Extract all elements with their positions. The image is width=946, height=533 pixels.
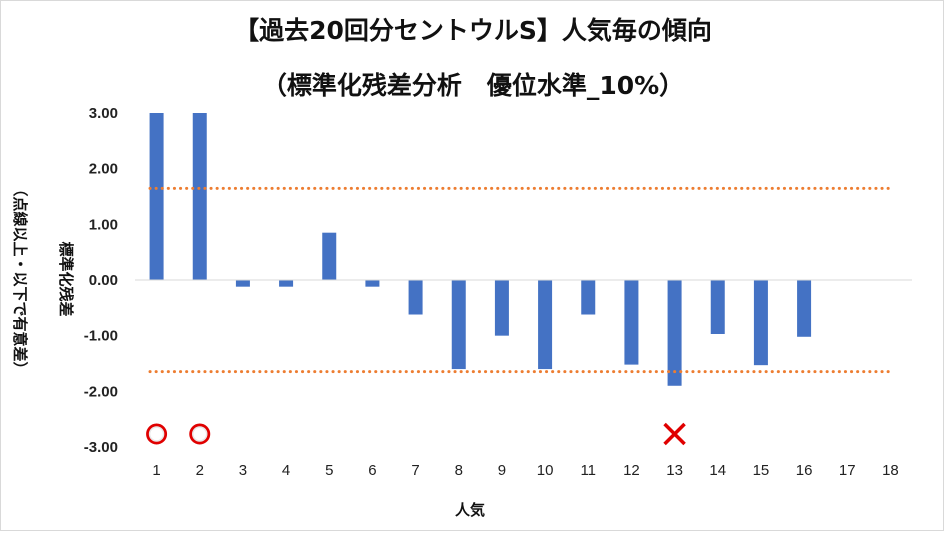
y-axis-ticks: 3.00 2.00 1.00 0.00 -1.00 -2.00 -3.00 bbox=[84, 105, 118, 456]
x-tick-label: 18 bbox=[882, 462, 899, 479]
x-tick-label: 11 bbox=[580, 462, 596, 479]
y-tick-label: -2.00 bbox=[84, 383, 118, 400]
circle-marker-inner-1 bbox=[148, 426, 165, 442]
bar-11 bbox=[581, 280, 596, 315]
y-tick-label: 2.00 bbox=[89, 161, 118, 178]
bar-9 bbox=[494, 280, 509, 336]
x-tick-label: 3 bbox=[239, 462, 247, 479]
x-tick-label: 13 bbox=[666, 462, 683, 479]
y-axis-label-note: （点線以上・以下で有意差） bbox=[11, 181, 29, 376]
bar-16 bbox=[797, 280, 812, 337]
chart-title: 【過去20回分セントウルS】人気毎の傾向 bbox=[234, 16, 712, 45]
y-tick-label: -1.00 bbox=[84, 328, 118, 345]
y-tick-label: 3.00 bbox=[89, 105, 118, 122]
bar-13 bbox=[667, 280, 682, 386]
bar-1 bbox=[149, 113, 164, 280]
x-tick-label: 9 bbox=[498, 462, 506, 479]
chart-subtitle: （標準化残差分析 優位水準_10%） bbox=[261, 71, 685, 100]
bar-3 bbox=[235, 280, 250, 287]
x-tick-label: 5 bbox=[325, 462, 333, 479]
bar-7 bbox=[408, 280, 423, 315]
bar-6 bbox=[365, 280, 380, 287]
x-tick-label: 7 bbox=[411, 462, 419, 479]
bar-14 bbox=[710, 280, 725, 334]
x-tick-label: 17 bbox=[839, 462, 856, 479]
bars bbox=[149, 113, 812, 386]
x-axis-label: 人気 bbox=[455, 501, 485, 519]
bar-5 bbox=[322, 232, 337, 280]
y-tick-label: 0.00 bbox=[89, 272, 118, 289]
bar-8 bbox=[451, 280, 466, 370]
markers bbox=[145, 422, 686, 446]
x-tick-label: 4 bbox=[282, 462, 290, 479]
bar-15 bbox=[753, 280, 768, 366]
x-tick-label: 10 bbox=[537, 462, 554, 479]
y-tick-label: -3.00 bbox=[84, 439, 118, 456]
x-tick-label: 16 bbox=[796, 462, 813, 479]
y-tick-label: 1.00 bbox=[89, 216, 118, 233]
x-tick-label: 8 bbox=[455, 462, 463, 479]
bar-10 bbox=[538, 280, 553, 370]
x-axis-ticks: 1 2 3 4 5 6 7 8 9 10 11 12 13 14 15 16 17 18 bbox=[152, 462, 898, 479]
x-tick-label: 6 bbox=[368, 462, 376, 479]
y-axis-label: 標準化残差 bbox=[57, 241, 75, 316]
x-tick-label: 14 bbox=[709, 462, 726, 479]
threshold-lines bbox=[148, 186, 892, 374]
x-tick-label: 12 bbox=[623, 462, 640, 479]
bar-12 bbox=[624, 280, 639, 365]
circle-marker-inner-2 bbox=[192, 426, 208, 442]
x-tick-label: 2 bbox=[196, 462, 204, 479]
x-tick-label: 1 bbox=[152, 462, 160, 479]
x-tick-label: 15 bbox=[753, 462, 770, 479]
bar-2 bbox=[192, 113, 207, 280]
bar-4 bbox=[279, 280, 294, 287]
cross-marker-13 bbox=[663, 422, 686, 446]
